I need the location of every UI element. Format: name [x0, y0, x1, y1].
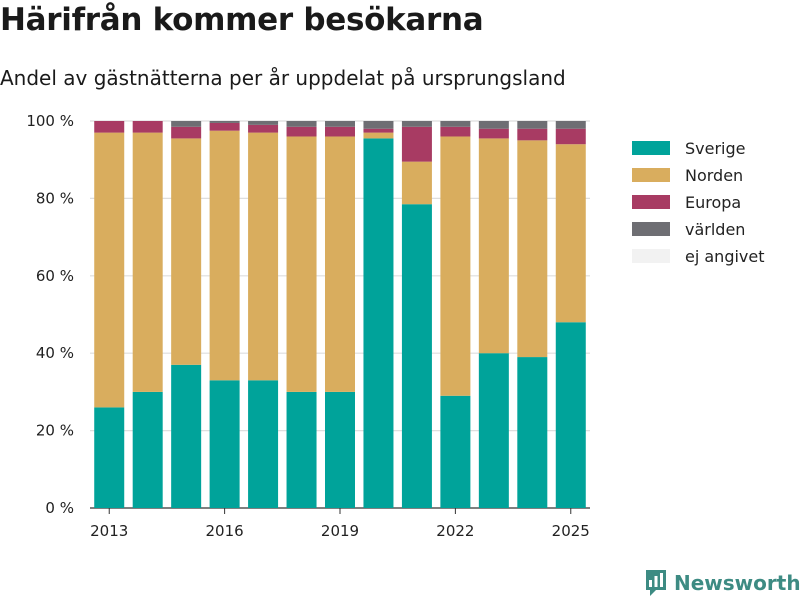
- bar-stack-2014: [132, 121, 163, 508]
- bar-segment: [209, 121, 240, 123]
- bar-stack-2025: [555, 121, 586, 508]
- bars: [94, 121, 586, 509]
- bar-stack-2013: [94, 121, 125, 508]
- bar-segment: [286, 136, 317, 392]
- bar-segment: [171, 364, 202, 508]
- bar-segment: [478, 121, 509, 129]
- bar-segment: [517, 121, 548, 129]
- bar-segment: [325, 126, 355, 137]
- bar-segment: [555, 322, 586, 508]
- legend: Sverige Norden Europa världen ej angivet: [632, 139, 765, 266]
- bar-segment: [248, 132, 279, 381]
- chart-title: Härifrån kommer besökarna: [0, 2, 484, 38]
- bar-segment: [401, 121, 432, 127]
- x-tick-label: 2019: [321, 522, 359, 540]
- bar-segment: [478, 353, 509, 508]
- bar-segment: [440, 136, 471, 396]
- legend-swatch: [632, 141, 670, 155]
- newsworthy-logo-text: Newsworthy: [674, 571, 800, 595]
- bar-segment: [286, 121, 317, 127]
- bar-segment: [517, 357, 548, 508]
- bar-segment: [171, 121, 202, 127]
- bar-segment: [248, 124, 279, 133]
- legend-item: Europa: [632, 193, 741, 212]
- bar-stack-2024: [517, 121, 548, 508]
- bar-segment: [325, 391, 355, 508]
- y-tick-label: 40 %: [36, 344, 74, 362]
- legend-label: ej angivet: [685, 247, 765, 266]
- bar-segment: [517, 140, 548, 358]
- bar-stack-2015: [171, 121, 202, 508]
- y-axis-ticks: 0 % 20 % 40 % 60 % 80 % 100 %: [26, 112, 74, 517]
- bar-segment: [363, 128, 394, 133]
- legend-label: världen: [685, 220, 745, 239]
- bar-segment: [440, 121, 471, 127]
- bar-segment: [363, 132, 394, 139]
- legend-item: världen: [632, 220, 745, 239]
- y-tick-label: 80 %: [36, 189, 74, 207]
- bar-segment: [248, 121, 279, 125]
- bar-segment: [555, 144, 586, 323]
- y-tick-label: 20 %: [36, 422, 74, 440]
- bar-segment: [555, 121, 586, 129]
- y-tick-label: 60 %: [36, 267, 74, 285]
- bar-segment: [171, 138, 202, 365]
- legend-swatch: [632, 195, 670, 209]
- legend-item: Sverige: [632, 139, 746, 158]
- bar-stack-2018: [286, 121, 317, 508]
- legend-item: ej angivet: [632, 247, 765, 266]
- bar-segment: [248, 380, 279, 508]
- bar-segment: [517, 128, 548, 141]
- legend-label: Sverige: [685, 139, 746, 158]
- bar-segment: [440, 395, 471, 508]
- y-tick-label: 0 %: [45, 499, 74, 517]
- x-tick-label: 2025: [552, 522, 590, 540]
- bar-segment: [401, 161, 432, 205]
- bar-stack-2023: [478, 121, 509, 508]
- bar-segment: [478, 138, 509, 354]
- x-tick-label: 2016: [206, 522, 244, 540]
- bar-stack-2016: [209, 121, 240, 508]
- bar-stack-2022: [440, 121, 471, 508]
- bar-segment: [401, 204, 432, 508]
- newsworthy-logo-icon: [646, 570, 666, 596]
- bar-segment: [209, 380, 240, 508]
- bar-stack-2021: [401, 121, 432, 508]
- bar-segment: [94, 121, 125, 133]
- bar-segment: [209, 130, 240, 381]
- bar-stack-2020: [363, 121, 394, 509]
- newsworthy-logo: Newsworthy: [644, 568, 800, 598]
- bar-stack-2017: [248, 121, 279, 508]
- legend-swatch: [632, 222, 670, 236]
- x-axis-ticks: 2013 2016 2019 2022 2025: [90, 508, 590, 540]
- x-tick-label: 2022: [436, 522, 474, 540]
- bar-segment: [132, 132, 163, 392]
- bar-segment: [171, 126, 202, 139]
- legend-label: Norden: [685, 166, 743, 185]
- bar-stack-2019: [325, 121, 355, 508]
- bar-segment: [325, 136, 355, 392]
- x-tick-label: 2013: [90, 522, 128, 540]
- bar-segment: [478, 128, 509, 139]
- legend-item: Norden: [632, 166, 743, 185]
- bar-segment: [401, 126, 432, 162]
- bar-segment: [94, 407, 125, 508]
- bar-segment: [286, 391, 317, 508]
- legend-label: Europa: [685, 193, 741, 212]
- bar-segment: [363, 121, 394, 129]
- bar-segment: [555, 128, 586, 145]
- bar-segment: [132, 121, 163, 133]
- bar-segment: [325, 121, 355, 127]
- bar-segment: [209, 122, 240, 131]
- y-tick-label: 100 %: [26, 112, 74, 130]
- bar-segment: [363, 138, 394, 509]
- legend-swatch: [632, 168, 670, 182]
- bar-segment: [286, 126, 317, 137]
- chart-subtitle: Andel av gästnätterna per år uppdelat på…: [0, 66, 566, 90]
- bar-segment: [94, 132, 125, 408]
- legend-swatch: [632, 249, 670, 263]
- bar-segment: [132, 391, 163, 508]
- bar-segment: [440, 126, 471, 137]
